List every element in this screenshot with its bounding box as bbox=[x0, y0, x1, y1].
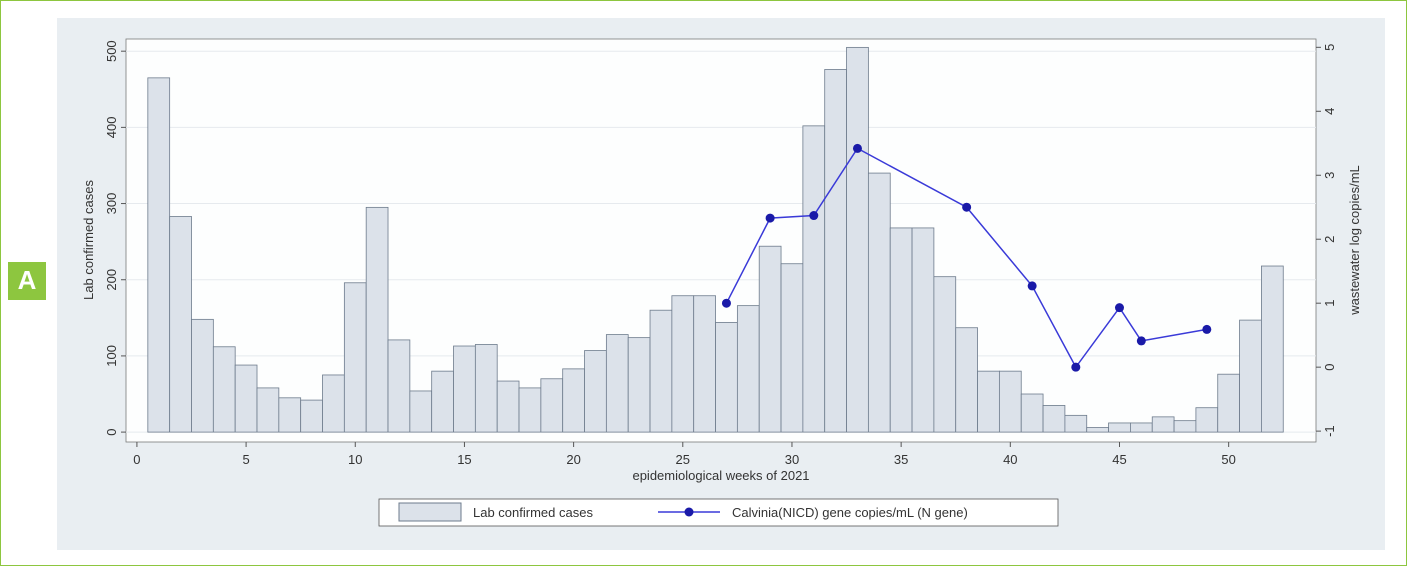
x-tick-label: 45 bbox=[1112, 452, 1126, 467]
x-tick-label: 40 bbox=[1003, 452, 1017, 467]
point bbox=[1071, 362, 1081, 372]
legend-label: Lab confirmed cases bbox=[473, 505, 593, 520]
bar bbox=[1195, 407, 1219, 433]
bar bbox=[562, 368, 585, 433]
point bbox=[1202, 324, 1212, 334]
bar bbox=[1108, 422, 1131, 433]
bar bbox=[715, 321, 738, 433]
x-tick-label: 15 bbox=[457, 452, 471, 467]
y-tick-label: 400 bbox=[104, 117, 119, 139]
line bbox=[725, 147, 1207, 369]
bar bbox=[431, 370, 454, 433]
y-axis-title: Lab confirmed cases bbox=[81, 180, 96, 300]
point bbox=[721, 298, 731, 308]
bar bbox=[846, 46, 869, 433]
y2-tick-label: 4 bbox=[1322, 108, 1337, 115]
bar bbox=[278, 397, 302, 433]
x-tick-label: 10 bbox=[348, 452, 362, 467]
x-tick-label: 50 bbox=[1221, 452, 1235, 467]
bar bbox=[212, 346, 236, 433]
bar bbox=[649, 309, 673, 433]
x-tick-label: 20 bbox=[566, 452, 580, 467]
x-tick-label: 30 bbox=[785, 452, 799, 467]
bar bbox=[627, 337, 651, 433]
bar bbox=[1173, 420, 1197, 433]
bar bbox=[1086, 427, 1109, 433]
legend-label: Calvinia(NICD) gene copies/mL (N gene) bbox=[732, 505, 968, 520]
bar bbox=[1151, 416, 1175, 433]
bar bbox=[911, 227, 935, 433]
bar bbox=[322, 374, 345, 433]
bar bbox=[191, 318, 214, 433]
bar bbox=[518, 387, 542, 433]
bar bbox=[1217, 373, 1240, 433]
y2-tick-label: 0 bbox=[1322, 364, 1337, 371]
bar bbox=[1239, 319, 1262, 433]
bar bbox=[387, 339, 411, 433]
y-tick-label: 300 bbox=[104, 193, 119, 215]
y-tick-label: 0 bbox=[104, 428, 119, 435]
bar bbox=[409, 390, 433, 433]
point bbox=[765, 213, 775, 223]
bar bbox=[496, 380, 520, 433]
y-tick-label: 500 bbox=[104, 40, 119, 62]
bar bbox=[453, 345, 476, 433]
bar bbox=[1042, 405, 1066, 433]
bar bbox=[234, 364, 258, 433]
bar bbox=[300, 399, 323, 433]
bar bbox=[693, 295, 716, 433]
bar bbox=[998, 370, 1022, 433]
bar bbox=[1020, 393, 1044, 433]
bar bbox=[780, 263, 804, 433]
bar bbox=[889, 227, 913, 433]
y-tick-label: 200 bbox=[104, 269, 119, 291]
bar bbox=[802, 125, 826, 433]
bar bbox=[343, 282, 367, 433]
y2-tick-label: 1 bbox=[1322, 300, 1337, 307]
bar bbox=[933, 276, 957, 433]
point bbox=[962, 202, 972, 212]
x-tick-label: 0 bbox=[133, 452, 140, 467]
bar bbox=[736, 305, 760, 433]
point bbox=[1136, 336, 1146, 346]
bar bbox=[256, 387, 280, 433]
bar bbox=[1261, 265, 1284, 433]
x-tick-label: 25 bbox=[676, 452, 690, 467]
x-tick-label: 5 bbox=[242, 452, 249, 467]
bar bbox=[169, 216, 192, 433]
y2-tick-label: 3 bbox=[1322, 172, 1337, 179]
panel-label-box bbox=[8, 262, 46, 300]
bar bbox=[605, 334, 629, 433]
bar bbox=[474, 344, 498, 433]
y2-axis-title: wastewater log copies/mL bbox=[1347, 165, 1362, 316]
x-axis-title: epidemiological weeks of 2021 bbox=[632, 468, 809, 483]
y2-tick-label: -1 bbox=[1322, 425, 1337, 437]
bar bbox=[540, 378, 564, 433]
y2-tick-label: 2 bbox=[1322, 236, 1337, 243]
point bbox=[1114, 303, 1124, 313]
x-tick-label: 35 bbox=[894, 452, 908, 467]
bar bbox=[1130, 422, 1153, 433]
legend-swatch bbox=[684, 507, 694, 517]
bar bbox=[758, 245, 782, 433]
point bbox=[1027, 281, 1037, 291]
point bbox=[852, 143, 862, 153]
point bbox=[809, 211, 819, 221]
bar bbox=[365, 206, 389, 433]
legend-swatch bbox=[398, 502, 462, 522]
bar bbox=[1064, 414, 1088, 433]
bar bbox=[671, 295, 695, 433]
bar bbox=[977, 370, 1000, 433]
y-tick-label: 100 bbox=[104, 345, 119, 367]
bar bbox=[824, 69, 847, 433]
bar bbox=[584, 350, 607, 433]
y2-tick-label: 5 bbox=[1322, 44, 1337, 51]
bar bbox=[955, 327, 978, 433]
bar bbox=[867, 172, 891, 433]
bar bbox=[147, 77, 171, 433]
panel-label: A bbox=[18, 265, 37, 295]
